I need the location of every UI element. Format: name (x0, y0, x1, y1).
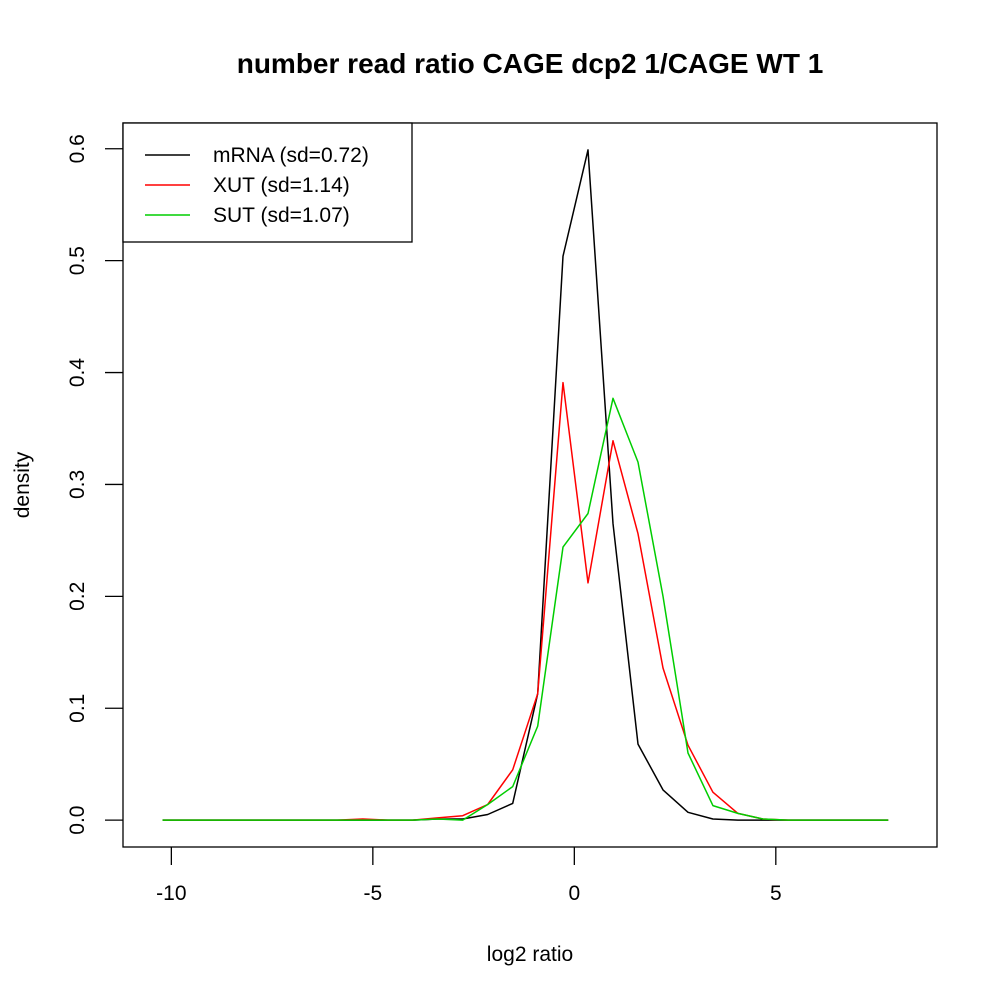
y-axis-label: density (11, 451, 34, 518)
legend-label-mrna: mRNA (sd=0.72) (213, 144, 369, 167)
y-tick-label: 0.4 (66, 358, 89, 388)
legend: mRNA (sd=0.72) XUT (sd=1.14) SUT (sd=1.0… (122, 122, 413, 243)
x-tick-label: -5 (363, 882, 382, 905)
legend-label-xut: XUT (sd=1.14) (213, 174, 350, 197)
y-tick-label: 0.6 (66, 134, 89, 163)
y-tick-label: 0.1 (66, 694, 89, 723)
y-tick-label: 0.0 (66, 806, 89, 835)
y-tick-label: 0.2 (66, 582, 89, 611)
series-line-mrna (162, 149, 889, 821)
legend-label-sut: SUT (sd=1.07) (213, 204, 350, 227)
series-line-sut (162, 397, 889, 821)
x-axis: -10 -5 0 5 (156, 847, 782, 905)
y-tick-label: 0.3 (66, 470, 89, 499)
series-lines (162, 149, 889, 821)
legend-box (122, 122, 413, 243)
x-axis-label: log2 ratio (487, 943, 573, 966)
x-tick-label: 0 (568, 882, 580, 905)
x-tick-label: 5 (770, 882, 782, 905)
y-axis: 0.0 0.1 0.2 0.3 0.4 0.5 0.6 (66, 134, 123, 835)
y-tick-label: 0.5 (66, 246, 89, 275)
chart-title: number read ratio CAGE dcp2 1/CAGE WT 1 (237, 48, 824, 79)
x-tick-label: -10 (156, 882, 186, 905)
